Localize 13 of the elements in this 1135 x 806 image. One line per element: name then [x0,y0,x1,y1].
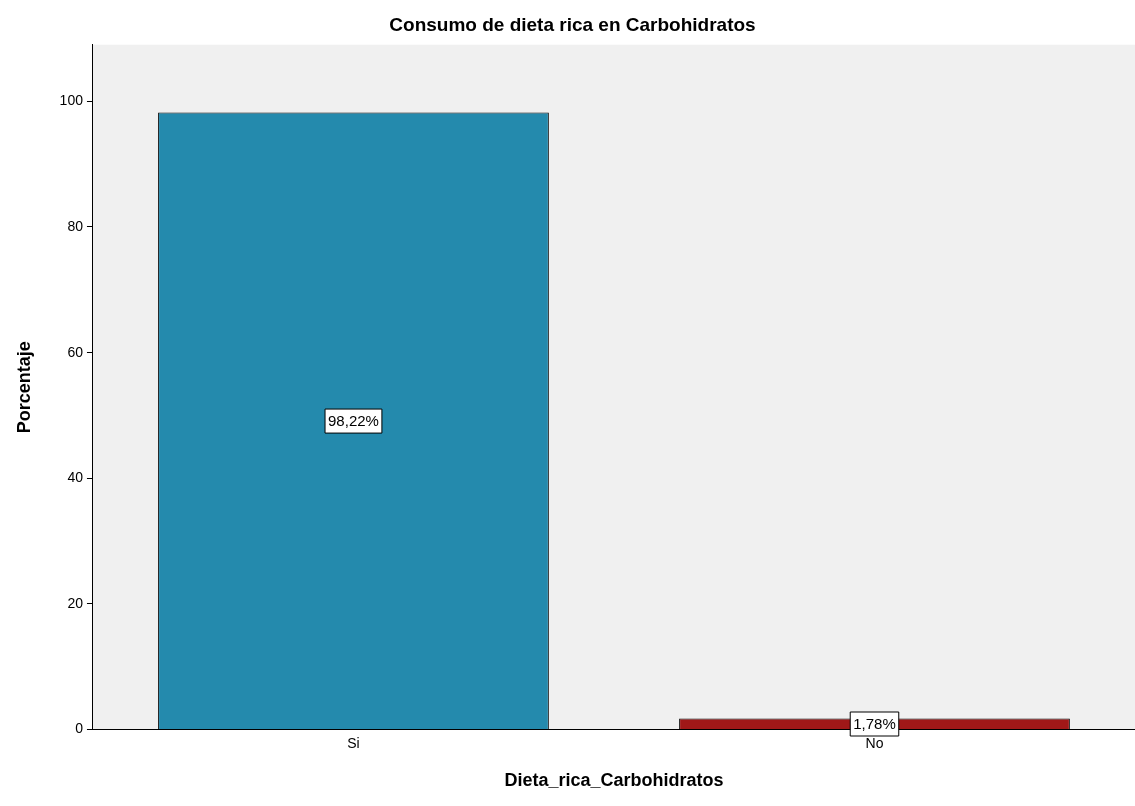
y-tick-label: 0 [75,720,84,737]
x-tick-label: Si [347,734,360,751]
data-label: 98,22% [328,412,379,430]
y-tick-label: 20 [67,594,84,611]
y-axis-title: Porcentaje [13,341,34,434]
chart-title: Consumo de dieta rica en Carbohidratos [389,13,756,35]
y-tick-label: 80 [67,217,84,234]
x-tick-label: No [865,734,884,751]
y-tick-label: 60 [67,343,84,360]
data-label: 1,78% [853,715,896,733]
y-tick-label: 40 [67,469,84,486]
x-axis-title: Dieta_rica_Carbohidratos [504,770,724,791]
y-tick-label: 100 [59,92,84,109]
